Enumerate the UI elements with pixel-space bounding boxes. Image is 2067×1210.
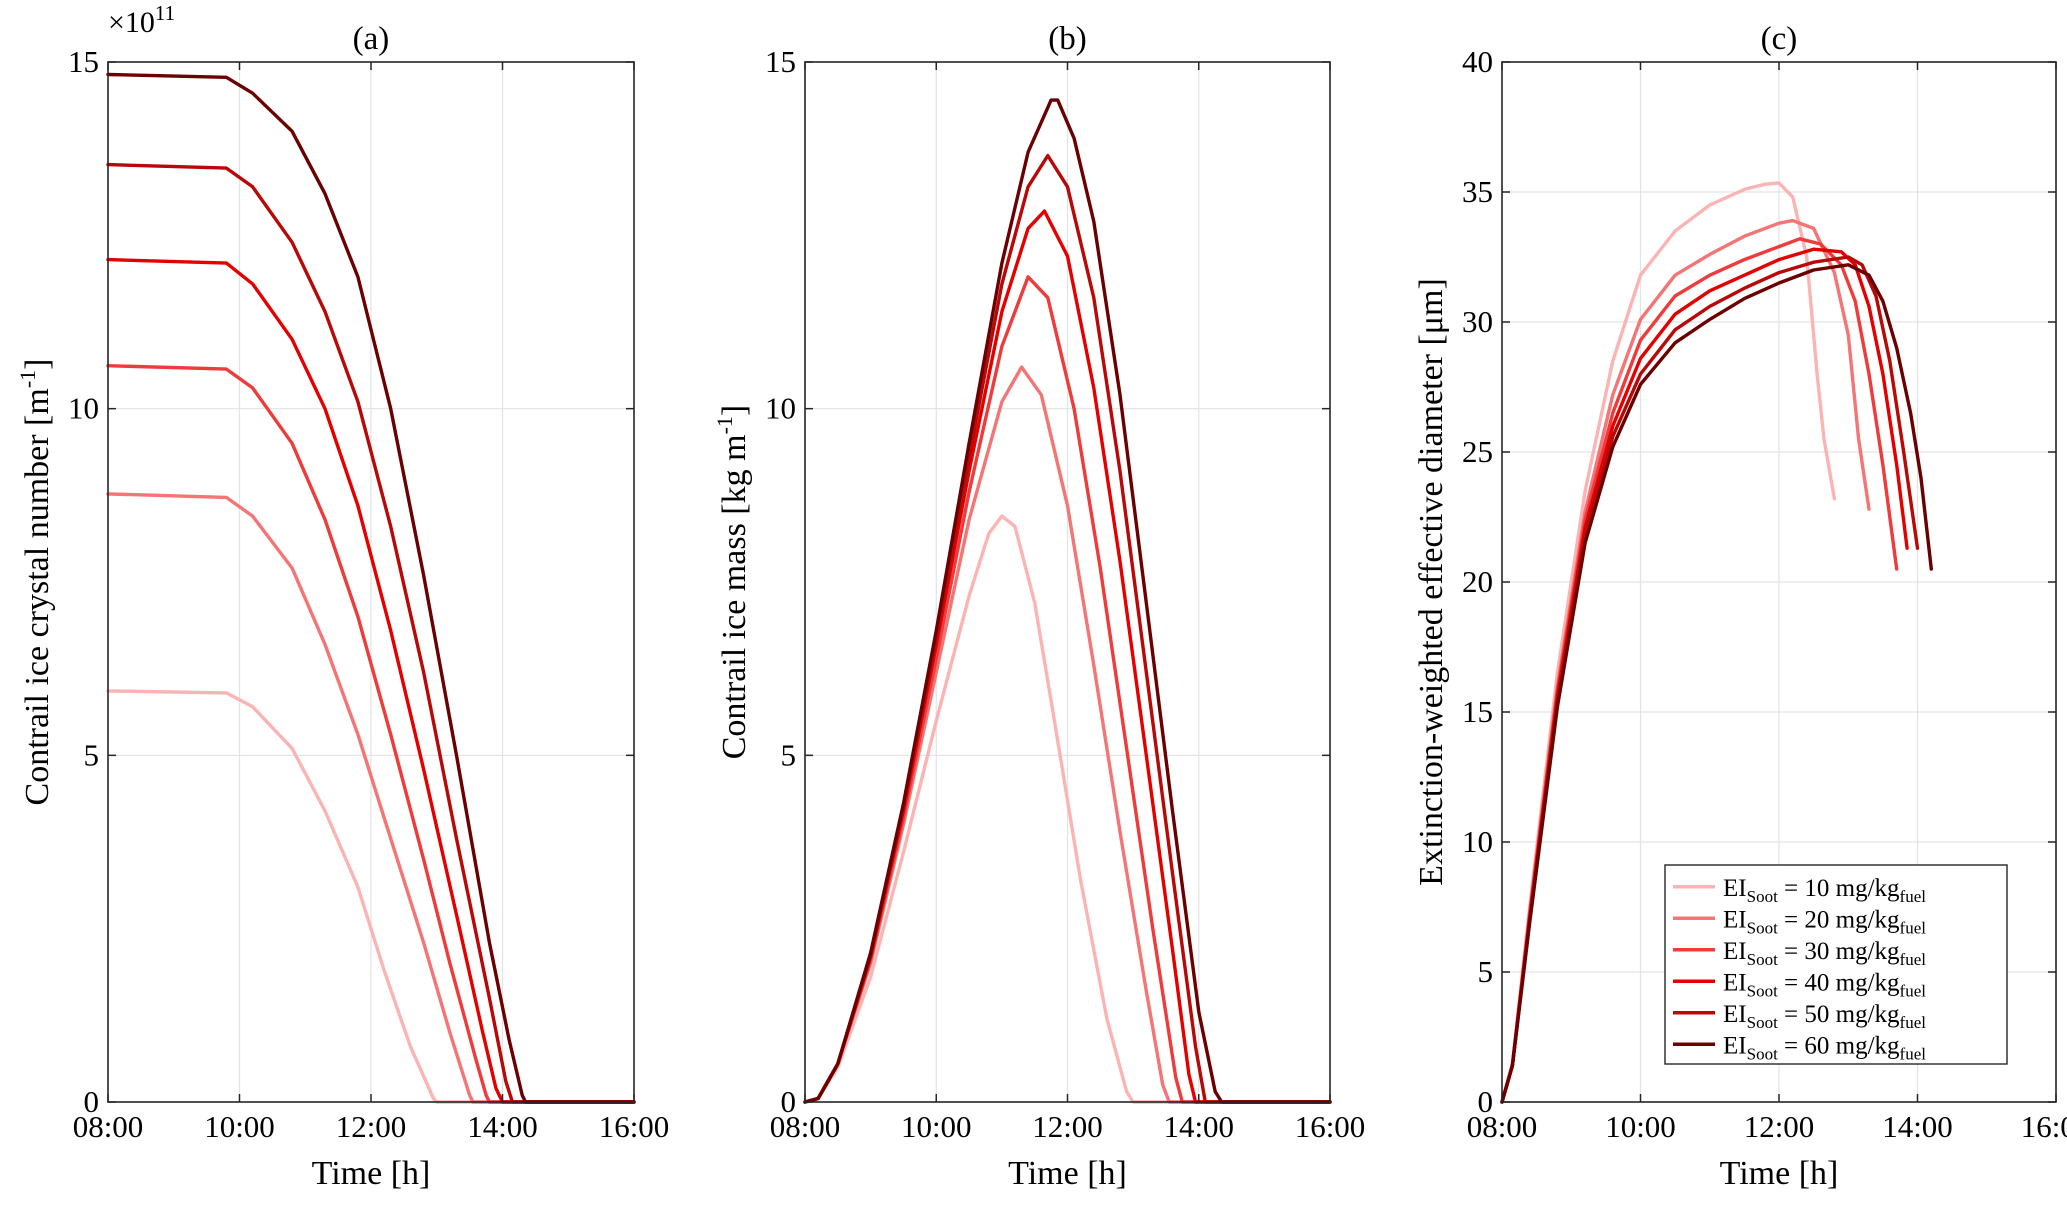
legend-unit-sub: fuel: [1900, 981, 1927, 1000]
x-tick-label: 14:00: [1163, 1109, 1234, 1144]
legend-equals: = 50 mg/kg: [1778, 1001, 1900, 1028]
legend-sub: Soot: [1747, 1013, 1778, 1032]
exponent-base: ×10: [108, 6, 155, 39]
y-axis-label: Contrail ice mass [kg m-1]: [712, 405, 753, 759]
legend-equals: = 20 mg/kg: [1778, 906, 1900, 933]
panel-3: 08:00 10:00 12:00 14:00 16:00 0 5 10 15 20 25 30 35 4…: [1413, 21, 2067, 1192]
y-tick-label: 25: [1462, 434, 1493, 469]
y-tick-label: 10: [1462, 824, 1493, 859]
x-tick-label: 12:00: [1032, 1109, 1103, 1144]
x-tick-label: 14:00: [1882, 1109, 1953, 1144]
y-axis-label: Extinction-weighted effective diameter […: [1413, 278, 1450, 886]
legend-sub: Soot: [1747, 981, 1778, 1000]
legend-box: [1664, 864, 2008, 1065]
legend-prefix: EI: [1723, 1001, 1747, 1028]
legend-entry-2: EISoot = 20 mg/kgfuel: [1723, 906, 1926, 937]
legend-prefix: EI: [1723, 1032, 1747, 1059]
y-axis-label: Contrail ice crystal number [m-1]: [15, 359, 56, 806]
series-line-4: [106, 257, 636, 1104]
x-tick-label: 10:00: [901, 1109, 972, 1144]
y-tick-label: 0: [1478, 1084, 1494, 1119]
y-axis-label-sup: -1: [712, 416, 737, 434]
series-line-6: [106, 72, 636, 1104]
y-tick-label: 10: [765, 391, 796, 426]
x-tick-label: 12:00: [336, 1109, 407, 1144]
series-line-1: [803, 514, 1332, 1104]
panel-title: (c): [1761, 21, 1798, 57]
panel-title: (a): [353, 21, 390, 57]
y-tick-label: 5: [84, 737, 100, 772]
legend-unit-sub: fuel: [1900, 950, 1927, 969]
y-tick-label: 35: [1462, 174, 1493, 209]
legend-unit-sub: fuel: [1900, 1044, 1927, 1063]
series-line-6: [803, 98, 1332, 1104]
y-tick-label: 5: [781, 737, 797, 772]
y-tick-label: 15: [1462, 694, 1493, 729]
legend-prefix: EI: [1723, 969, 1747, 996]
y-tick-label: 15: [765, 44, 796, 79]
series-line-5: [106, 162, 636, 1104]
series-line-1: [106, 689, 636, 1104]
legend-sub: Soot: [1747, 918, 1778, 937]
series-line-6: [1500, 263, 1933, 1104]
legend-prefix: EI: [1723, 906, 1747, 933]
y-axis-label-end: ]: [19, 359, 56, 370]
y-axis-label-main: Contrail ice mass [kg m: [716, 434, 753, 759]
legend-prefix: EI: [1723, 938, 1747, 965]
x-axis-label: Time [h]: [1720, 1155, 1839, 1192]
y-axis-label-end: ]: [716, 405, 753, 416]
legend-unit-sub: fuel: [1900, 887, 1927, 906]
exponent-sup: 11: [155, 1, 175, 25]
x-tick-label: 08:00: [1467, 1109, 1538, 1144]
legend-unit-sub: fuel: [1900, 918, 1927, 937]
x-tick-label: 10:00: [204, 1109, 275, 1144]
legend-entry-6: EISoot = 60 mg/kgfuel: [1723, 1032, 1926, 1063]
legend-equals: = 30 mg/kg: [1778, 938, 1900, 965]
panel-1: 08:00 10:00 12:00 14:00 16:00 0 5 10 15 (a) Time […: [15, 1, 669, 1192]
legend-entry-4: EISoot = 40 mg/kgfuel: [1723, 969, 1926, 1000]
y-tick-label: 40: [1462, 44, 1493, 79]
x-axis-label: Time [h]: [1008, 1155, 1127, 1192]
x-tick-label: 16:00: [1295, 1109, 1366, 1144]
exponent-label: ×1011: [108, 1, 175, 39]
panel-2: 08:00 10:00 12:00 14:00 16:00 0 5 10 15 (b) Time […: [712, 21, 1365, 1192]
y-axis-label-sup: -1: [15, 370, 40, 388]
x-tick-label: 12:00: [1744, 1109, 1815, 1144]
y-tick-label: 0: [781, 1084, 797, 1119]
y-tick-label: 20: [1462, 564, 1493, 599]
x-tick-label: 16:00: [599, 1109, 670, 1144]
y-tick-label: 15: [68, 44, 99, 79]
y-axis-label-main: Contrail ice crystal number [m: [19, 388, 56, 805]
legend-equals: = 40 mg/kg: [1778, 969, 1900, 996]
x-tick-label: 10:00: [1605, 1109, 1676, 1144]
legend-sub: Soot: [1747, 1044, 1778, 1063]
legend-entry-1: EISoot = 10 mg/kgfuel: [1723, 875, 1926, 906]
legend-entry-5: EISoot = 50 mg/kgfuel: [1723, 1001, 1926, 1032]
series-line-2: [106, 492, 636, 1104]
legend-equals: = 60 mg/kg: [1778, 1032, 1900, 1059]
x-tick-label: 08:00: [73, 1109, 144, 1144]
x-tick-label: 16:00: [2021, 1109, 2067, 1144]
x-tick-label: 08:00: [770, 1109, 841, 1144]
x-tick-label: 14:00: [467, 1109, 538, 1144]
x-axis-label: Time [h]: [312, 1155, 431, 1192]
y-tick-label: 10: [68, 391, 99, 426]
legend-entry-3: EISoot = 30 mg/kgfuel: [1723, 938, 1926, 969]
legend-sub: Soot: [1747, 887, 1778, 906]
y-tick-label: 30: [1462, 304, 1493, 339]
y-tick-label: 0: [84, 1084, 100, 1119]
legend-prefix: EI: [1723, 875, 1747, 902]
legend-sub: Soot: [1747, 950, 1778, 969]
panel-title: (b): [1048, 21, 1086, 57]
series-line-3: [106, 364, 636, 1104]
y-tick-label: 5: [1478, 954, 1494, 989]
legend-unit-sub: fuel: [1900, 1013, 1927, 1032]
legend-equals: = 10 mg/kg: [1778, 875, 1900, 902]
